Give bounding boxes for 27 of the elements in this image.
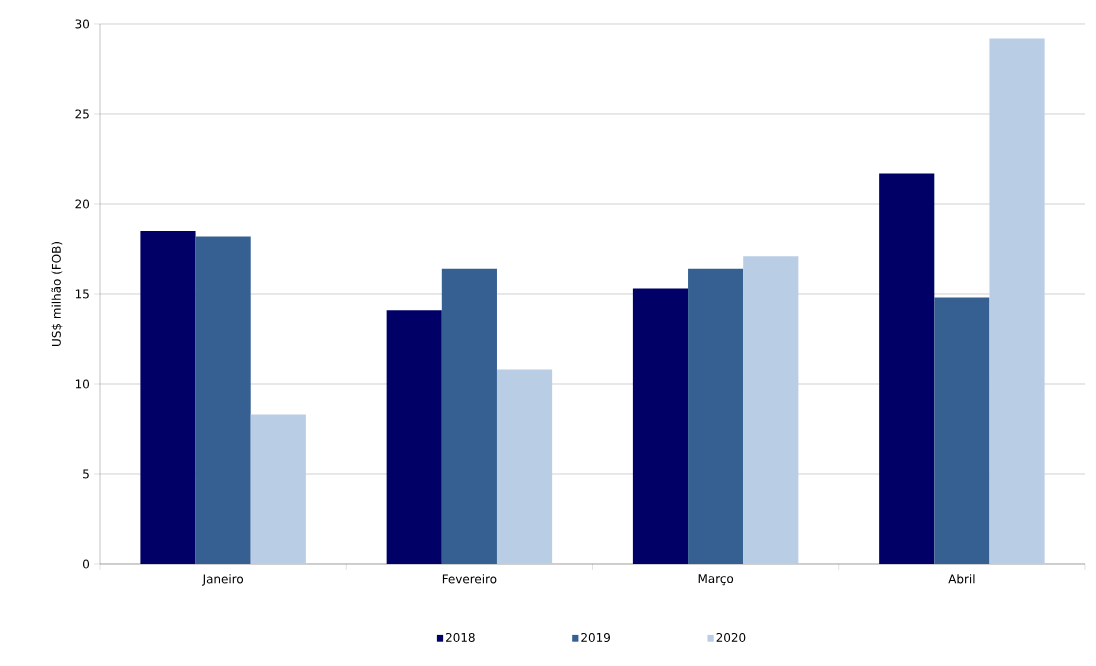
bar (441, 268, 497, 564)
y-tick-label: 25 (75, 109, 89, 119)
bar (934, 297, 990, 564)
y-tick-label: 10 (75, 379, 90, 389)
y-tick-label: 0 (83, 559, 90, 569)
bar (250, 414, 306, 564)
y-axis-title: US$ milhão (FOB) (51, 242, 63, 346)
x-tick-label: Fevereiro (442, 574, 497, 584)
bar (496, 369, 553, 564)
bar (989, 38, 1045, 564)
bar (195, 236, 251, 564)
y-tick-label: 15 (75, 289, 89, 299)
bar (688, 268, 744, 564)
y-tick-label: 30 (75, 19, 90, 29)
legend-label: 2020 (716, 632, 746, 643)
bar (632, 288, 689, 564)
bar (743, 256, 799, 564)
bar (386, 310, 442, 564)
bar (140, 230, 196, 564)
y-tick-label: 20 (75, 199, 90, 209)
x-tick-label: Janeiro (201, 574, 244, 586)
bar (879, 173, 935, 564)
y-tick-label: 5 (83, 469, 89, 479)
legend-label: 2018 (446, 632, 475, 643)
x-tick-label: Março (698, 574, 734, 586)
x-tick-label: Abril (948, 574, 975, 584)
legend-label: 2019 (581, 632, 610, 643)
